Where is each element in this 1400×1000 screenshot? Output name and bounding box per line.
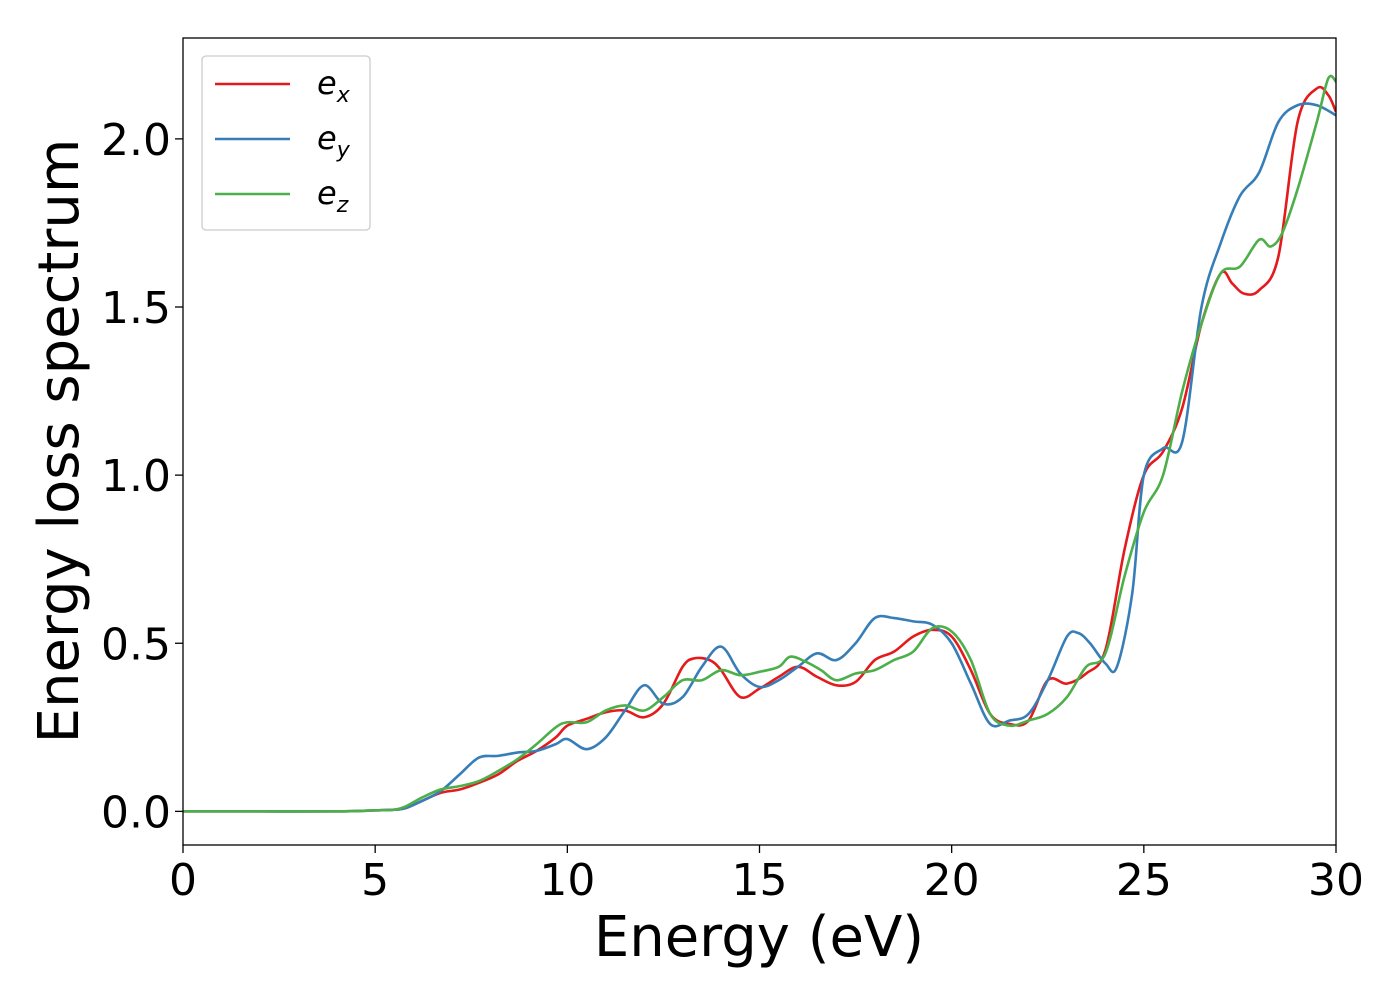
y-tick-label: 0.5: [101, 619, 171, 670]
series-layer: [183, 74, 1336, 813]
series-line-z: [183, 74, 1336, 813]
x-axis-ticks: 0 5 10 15 20 25 30: [169, 845, 1364, 906]
y-tick-label: 0.0: [101, 787, 171, 838]
y-tick-label: 1.0: [101, 451, 171, 502]
x-tick-label: 5: [361, 855, 389, 906]
x-axis-label: Energy (eV): [594, 905, 924, 970]
x-tick-label: 0: [169, 855, 197, 906]
y-tick-label: 1.5: [101, 283, 171, 334]
legend-label-y: ey: [317, 119, 351, 163]
legend: ex ey ez: [201, 55, 371, 231]
x-tick-label: 25: [1116, 855, 1172, 906]
legend-label-z: ez: [317, 174, 349, 218]
x-tick-label: 20: [924, 855, 980, 906]
x-tick-label: 30: [1308, 855, 1364, 906]
y-tick-label: 2.0: [101, 115, 171, 166]
x-tick-label: 15: [732, 855, 788, 906]
legend-box: [201, 55, 371, 231]
legend-label-x: ex: [317, 64, 351, 108]
y-axis-ticks: 0.0 0.5 1.0 1.5 2.0: [101, 115, 183, 838]
y-axis-label: Energy loss spectrum: [27, 139, 92, 744]
series-line-y: [183, 102, 1336, 813]
x-tick-label: 10: [539, 855, 595, 906]
